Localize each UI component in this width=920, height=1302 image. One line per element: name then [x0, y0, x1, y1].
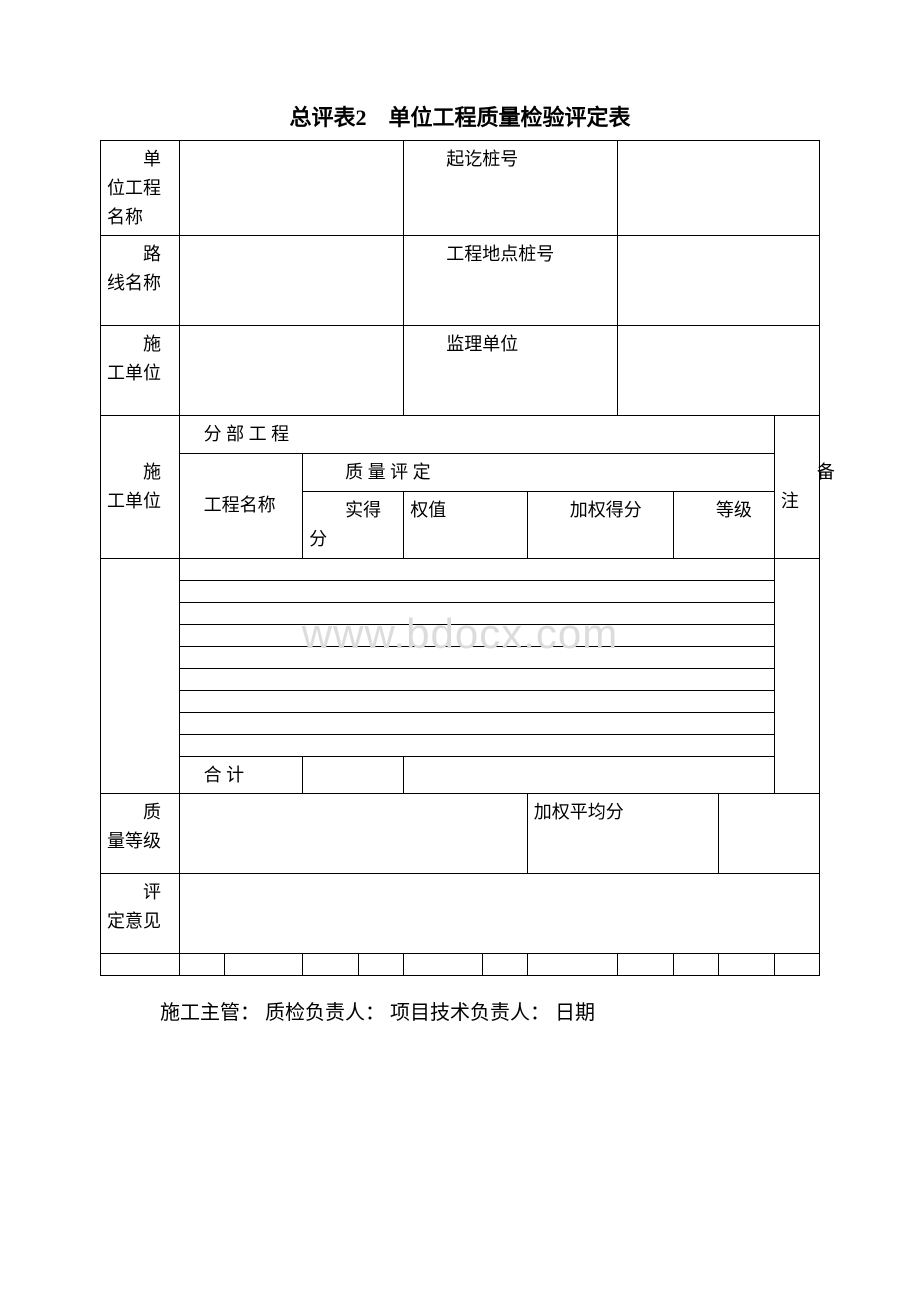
value-supervision-unit	[617, 326, 819, 416]
data-cell-6	[179, 668, 774, 690]
value-location-pile	[617, 236, 819, 326]
section-header-row-2: 工程名称 质 量 评 定	[101, 454, 820, 492]
data-row-3	[101, 602, 820, 624]
total-score	[303, 756, 404, 794]
quality-grade-row: 质量等级 加权平均分	[101, 794, 820, 874]
info-row-3: 施工单位 监理单位	[101, 326, 820, 416]
data-row-1	[101, 558, 820, 580]
label-unit-project-name: 单位工程名称	[101, 141, 180, 236]
data-row-6	[101, 668, 820, 690]
label-supervision-unit: 监理单位	[404, 326, 617, 416]
data-cell-9	[179, 734, 774, 756]
bottom-small-row	[101, 954, 820, 976]
data-cell-7	[179, 690, 774, 712]
data-row-8	[101, 712, 820, 734]
label-side-construction: 施工单位	[101, 416, 180, 558]
bottom-c4	[303, 954, 359, 976]
opinion-row: 评定意见	[101, 874, 820, 954]
evaluation-table: 单位工程名称 起讫桩号 路线名称 工程地点桩号 施工单位 监理单位 施工单位 分…	[100, 140, 820, 976]
label-actual-score: 实得分	[303, 491, 404, 558]
data-row-2	[101, 580, 820, 602]
value-route-name	[179, 236, 404, 326]
data-cell-1	[179, 558, 774, 580]
data-row-5	[101, 646, 820, 668]
page-title: 总评表2 单位工程质量检验评定表	[100, 100, 820, 132]
label-remark: 备注	[774, 416, 819, 558]
bottom-c6	[404, 954, 483, 976]
data-cell-3	[179, 602, 774, 624]
value-construction-unit	[179, 326, 404, 416]
section-header-row-1: 施工单位 分 部 工 程 备注	[101, 416, 820, 454]
total-rest	[404, 756, 775, 794]
label-subproject-group: 分 部 工 程	[179, 416, 774, 454]
label-location-pile: 工程地点桩号	[404, 236, 617, 326]
label-pile-range: 起讫桩号	[404, 141, 617, 236]
info-row-2: 路线名称 工程地点桩号	[101, 236, 820, 326]
bottom-c2	[179, 954, 224, 976]
data-row-7	[101, 690, 820, 712]
data-cell-5	[179, 646, 774, 668]
label-weighted-avg: 加权平均分	[527, 794, 718, 874]
footer-signatures: 施工主管： 质检负责人： 项目技术负责人： 日期	[100, 996, 820, 1025]
value-quality-grade	[179, 794, 527, 874]
label-total: 合 计	[179, 756, 303, 794]
label-construction-unit: 施工单位	[101, 326, 180, 416]
data-cell-8	[179, 712, 774, 734]
label-quality-grade: 质量等级	[101, 794, 180, 874]
value-pile-range	[617, 141, 819, 236]
label-project-name: 工程名称	[179, 454, 303, 558]
bottom-c10	[673, 954, 718, 976]
data-cell-2	[179, 580, 774, 602]
label-opinion: 评定意见	[101, 874, 180, 954]
value-opinion	[179, 874, 819, 954]
label-grade: 等级	[673, 491, 774, 558]
side-blank-left	[101, 558, 180, 794]
bottom-c11	[718, 954, 774, 976]
info-row-1: 单位工程名称 起讫桩号	[101, 141, 820, 236]
bottom-c9	[617, 954, 673, 976]
bottom-c3	[224, 954, 303, 976]
value-weighted-avg	[718, 794, 819, 874]
bottom-c7	[482, 954, 527, 976]
bottom-c1	[101, 954, 180, 976]
bottom-c5	[359, 954, 404, 976]
side-blank-right	[774, 558, 819, 794]
label-route-name: 路线名称	[101, 236, 180, 326]
value-unit-project-name	[179, 141, 404, 236]
label-weighted-score: 加权得分	[527, 491, 673, 558]
total-row: 合 计	[101, 756, 820, 794]
label-weight: 权值	[404, 491, 528, 558]
data-row-4	[101, 624, 820, 646]
bottom-c8	[527, 954, 617, 976]
data-cell-4	[179, 624, 774, 646]
label-quality-eval: 质 量 评 定	[303, 454, 775, 492]
data-row-9	[101, 734, 820, 756]
bottom-c12	[774, 954, 819, 976]
